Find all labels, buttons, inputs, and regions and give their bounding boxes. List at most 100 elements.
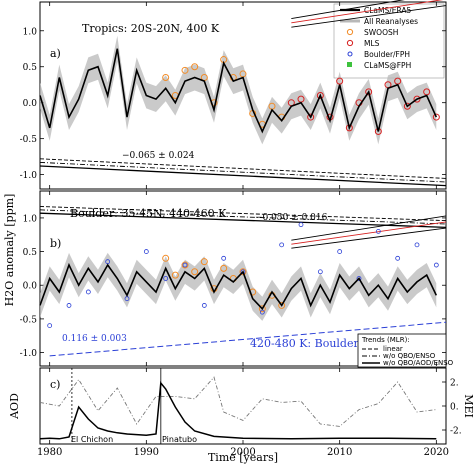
fph-point xyxy=(221,255,227,261)
fph-point xyxy=(85,289,91,295)
legend-swoosh: SWOOSH xyxy=(364,28,398,37)
legend-panel-a: CLaMS/ERA5 All Reanalyses SWOOSH MLS Bou… xyxy=(333,3,445,79)
mls-point xyxy=(403,102,411,110)
legend-swatch-swoosh xyxy=(346,28,354,36)
panel-a-title: Tropics: 20S-20N, 400 K xyxy=(82,22,220,35)
mls-point xyxy=(413,95,421,103)
fph-point xyxy=(375,228,381,234)
swoosh-point-b xyxy=(239,268,247,276)
x-axis-label: Time [years] xyxy=(208,451,278,464)
fph-point xyxy=(66,303,72,308)
fph-point xyxy=(259,309,265,315)
mls-trend-line-b xyxy=(291,215,447,241)
legend-clams-fph: CLaMS@FPH xyxy=(364,61,411,70)
swoosh-point-a xyxy=(162,74,170,82)
annotation-el-chichon: El Chichon xyxy=(71,435,113,444)
swoosh-point-b xyxy=(220,264,228,272)
y-tick-label-b: -0.5 xyxy=(20,315,38,325)
y-tick-label-b: 0.5 xyxy=(23,248,38,258)
fph-point xyxy=(395,255,401,261)
trend-line-b xyxy=(39,209,447,225)
mls-trend-line-a xyxy=(291,0,405,19)
swoosh-point-b xyxy=(258,305,266,313)
fph-point xyxy=(279,242,285,248)
y-tick-label-a: 0.0 xyxy=(23,99,38,109)
trends-legend-no-qbo-enso: w/o QBO/ENSO xyxy=(383,352,436,360)
fph-point xyxy=(414,242,420,248)
trend-line-a xyxy=(39,161,447,183)
trend-line-b xyxy=(39,206,447,222)
mls-point xyxy=(336,77,344,85)
fph-point xyxy=(163,276,169,281)
annotation-pinatubo: Pinatubo xyxy=(162,435,197,444)
swoosh-point-b xyxy=(181,261,189,269)
panel-b-label: b) xyxy=(50,237,61,250)
panel-a-label: a) xyxy=(50,47,61,60)
panel-c-right-label: MEI xyxy=(462,394,474,418)
legend-clams: CLaMS/ERA5 xyxy=(364,6,412,15)
fph-point xyxy=(47,323,53,329)
legend-mls: MLS xyxy=(364,39,380,48)
swoosh-point-a xyxy=(181,66,189,74)
y-tick-label-a: 1.0 xyxy=(23,27,38,37)
panel-b-fph-label: 420-480 K: Boulder/FPH xyxy=(250,337,387,350)
x-tick-label: 1980 xyxy=(37,447,62,458)
fph-point xyxy=(356,276,362,281)
panel-c-frame xyxy=(39,367,447,445)
panel-b-fph-trend-label: 0.116 ± 0.003 xyxy=(62,334,127,344)
y-tick-label-a: -0.5 xyxy=(20,135,38,145)
x-tick-label: 1990 xyxy=(134,447,159,458)
trend-line-a xyxy=(39,165,447,187)
fph-point xyxy=(182,262,188,268)
legend-swatch-fph xyxy=(347,51,353,57)
fph-trend-line xyxy=(49,321,447,357)
trend-line-b xyxy=(39,212,447,228)
y-tick-label-a: -1.0 xyxy=(20,171,38,181)
fph-point xyxy=(143,249,149,254)
legend-fph: Boulder/FPH xyxy=(364,50,410,59)
trends-legend-title: Trends (MLR): xyxy=(361,336,410,344)
panel-b-title: Boulder: 35-45N, 440-460 K xyxy=(70,207,227,220)
mls-trend-line-a xyxy=(291,0,444,24)
panel-c-label: c) xyxy=(50,378,60,391)
swoosh-point-b xyxy=(200,258,208,266)
y-axis-label: H2O anomaly [ppm] xyxy=(3,194,16,307)
mei-line xyxy=(39,376,437,427)
x-tick-label: 2020 xyxy=(424,447,449,458)
mls-point xyxy=(432,113,440,121)
panel-c-left-label: AOD xyxy=(8,393,21,420)
fph-point xyxy=(298,222,304,228)
y-tick-label-a: 0.5 xyxy=(23,63,38,73)
swoosh-point-b xyxy=(191,268,199,276)
swoosh-point-b xyxy=(278,301,286,309)
y-tick-label-b: 1.0 xyxy=(23,214,38,224)
legend-trends: Trends (MLR): linear w/o QBO/ENSO w/o QB… xyxy=(357,333,454,368)
trends-legend-linear: linear xyxy=(383,345,403,353)
mls-trend-line-b xyxy=(291,221,447,245)
y-tick-label-c-right: 2. xyxy=(450,379,459,389)
clams-line-b xyxy=(39,262,438,311)
fph-point xyxy=(433,262,439,268)
y-tick-label-c-right: 0. xyxy=(450,403,459,413)
swoosh-point-a xyxy=(191,63,199,71)
panel-a-trend-label: −0.065 ± 0.024 xyxy=(122,151,195,161)
aod-line xyxy=(39,381,437,440)
legend-swatch-mls xyxy=(346,39,354,47)
fph-point xyxy=(201,303,207,308)
trends-legend-no-qbo-aod-enso: w/o QBO/AOD/ENSO xyxy=(383,359,454,367)
fph-point xyxy=(337,249,343,254)
mls-trend-line-b xyxy=(291,227,447,249)
y-tick-label-b: 0.0 xyxy=(23,282,38,292)
y-tick-label-c-right: -2. xyxy=(450,427,462,437)
y-tick-label-b: -1.0 xyxy=(20,349,38,359)
panel-b-trend-label: −0.050 ± 0.016 xyxy=(255,213,328,223)
legend-reanalyses: All Reanalyses xyxy=(364,17,418,26)
legend-swatch-clams-fph xyxy=(347,62,352,67)
x-tick-label: 2000 xyxy=(230,447,255,458)
mls-point xyxy=(307,113,315,121)
swoosh-point-b xyxy=(162,254,170,262)
reanalyses-band-a xyxy=(40,35,437,145)
reanalyses-band-b xyxy=(40,252,437,321)
trend-line-a xyxy=(39,158,447,179)
